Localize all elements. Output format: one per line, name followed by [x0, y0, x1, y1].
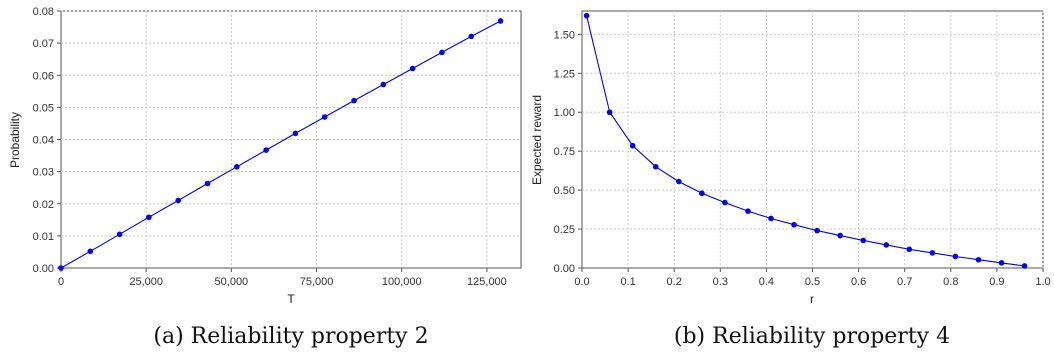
chart-a-x-tick-label: 100,000 — [382, 276, 422, 288]
chart-b-data-point — [699, 190, 705, 197]
chart-a-y-tick-label: 0.06 — [33, 70, 54, 82]
chart-a-y-tick-label: 0.01 — [33, 231, 54, 243]
chart-b-data-point — [906, 246, 913, 253]
chart-b-data-point — [975, 256, 982, 263]
chart-a-x-tick-label: 25,000 — [129, 276, 163, 288]
chart-b-data-point — [837, 232, 843, 239]
chart-b-x-tick-label: 0.9 — [989, 276, 1004, 288]
chart-a-y-tick-label: 0.03 — [33, 167, 54, 179]
chart-b-x-tick-label: 0.4 — [759, 276, 774, 288]
chart-a-x-ticks: 0 25,000 50,000 75,000 100,000 125,000 — [58, 268, 507, 288]
chart-b-x-tick-label: 0.1 — [620, 276, 635, 288]
chart-a-y-ticks: 0.00 0.01 0.02 0.03 0.04 0.05 0.06 0.07 0.08 — [33, 6, 61, 275]
chart-b-data-point — [676, 178, 682, 185]
chart-b-data-point — [629, 142, 636, 149]
chart-b-data-point — [860, 237, 867, 244]
chart-a-y-tick-label: 0.05 — [33, 102, 54, 114]
chart-a-data-point — [468, 33, 475, 40]
chart-a-x-tick-label: 125,000 — [467, 276, 507, 288]
chart-b-data-point — [814, 227, 820, 234]
chart-b-y-tick-label: 0.75 — [554, 146, 575, 158]
chart-b-data-point — [722, 199, 728, 206]
chart-b-data-point — [1021, 263, 1028, 269]
chart-b-series — [583, 12, 1028, 269]
chart-a-data-point — [409, 65, 416, 72]
chart-a-grid — [61, 10, 521, 268]
chart-b-data-point — [929, 250, 936, 256]
chart-a-y-axis-title: Probability — [8, 112, 22, 168]
chart-a-data-point — [321, 114, 328, 120]
chart-b-data-point — [883, 242, 890, 248]
chart-b-data-point — [583, 12, 590, 19]
chart-a-x-tick-label: 0 — [58, 276, 64, 288]
chart-b-x-tick-label: 0.6 — [851, 276, 866, 288]
chart-b-data-point — [745, 208, 751, 214]
chart-a-data-point — [116, 231, 123, 238]
chart-a-y-tick-label: 0.07 — [33, 38, 54, 50]
chart-b-x-tick-label: 0.5 — [805, 276, 820, 288]
chart-b-y-ticks: 0.00 0.25 0.50 0.75 1.00 1.25 1.50 — [554, 29, 582, 275]
chart-a-caption: (a) Reliability property 2 — [153, 324, 428, 349]
chart-a-series — [58, 18, 504, 271]
chart-b-x-tick-label: 1.0 — [1035, 276, 1050, 288]
chart-b-data-point — [998, 260, 1005, 266]
chart-b-y-tick-label: 0.00 — [554, 263, 575, 275]
chart-b-y-axis-title: Expected reward — [530, 95, 544, 185]
chart-b-y-tick-label: 1.00 — [554, 107, 575, 119]
chart-b-data-point — [652, 163, 659, 170]
chart-a-data-point — [292, 130, 299, 137]
chart-a-data-point — [87, 248, 94, 255]
chart-b-expected-reward-vs-r: 0.0 0.1 0.2 0.3 0.4 0.5 0.6 0.7 0.8 0.9 1.0 0.000.… — [530, 10, 1051, 349]
chart-b-x-tick-label: 0.8 — [943, 276, 958, 288]
chart-b-y-tick-label: 1.25 — [554, 68, 575, 80]
chart-b-y-tick-label: 0.50 — [554, 185, 575, 197]
chart-a-x-tick-label: 50,000 — [215, 276, 249, 288]
chart-b-series-line — [586, 15, 1025, 267]
chart-b-x-ticks: 0.0 0.1 0.2 0.3 0.4 0.5 0.6 0.7 0.8 0.9 1.0 — [574, 268, 1051, 288]
chart-a-data-point — [351, 97, 357, 104]
chart-a-data-point — [263, 147, 269, 153]
chart-b-x-tick-label: 0.3 — [713, 276, 728, 288]
chart-a-y-tick-label: 0.02 — [33, 199, 54, 211]
chart-a-data-point — [234, 164, 240, 170]
chart-a-data-point — [439, 49, 445, 56]
chart-a-x-axis-title: T — [287, 292, 295, 306]
chart-b-x-tick-label: 0.2 — [667, 276, 682, 288]
chart-a-data-point — [497, 18, 504, 24]
chart-a-data-point — [204, 180, 211, 187]
chart-a-data-point — [58, 265, 64, 271]
chart-a-probability-vs-t: 0 25,000 50,000 75,000 100,000 125,000 0.000.… — [8, 6, 522, 349]
chart-a-y-tick-label: 0.04 — [33, 135, 54, 147]
chart-b-x-tick-label: 0.7 — [897, 276, 912, 288]
chart-a-data-point — [175, 197, 182, 204]
chart-b-data-point — [768, 215, 774, 222]
chart-b-data-point — [952, 253, 959, 260]
chart-a-data-point — [380, 81, 387, 88]
chart-a-x-tick-label: 75,000 — [300, 276, 334, 288]
chart-b-data-point — [606, 109, 613, 116]
chart-a-data-point — [146, 214, 152, 221]
chart-b-y-tick-label: 0.25 — [554, 224, 575, 236]
chart-b-x-axis-title: r — [810, 292, 814, 306]
chart-b-y-tick-label: 1.50 — [554, 29, 575, 41]
chart-a-series-line — [60, 20, 501, 269]
chart-a-y-tick-label: 0.00 — [33, 263, 54, 275]
chart-a-y-tick-label: 0.08 — [33, 6, 54, 18]
chart-b-caption: (b) Reliability property 4 — [674, 324, 950, 349]
chart-b-grid — [582, 11, 1044, 268]
chart-b-x-tick-label: 0.0 — [574, 276, 589, 288]
chart-b-data-point — [791, 221, 797, 228]
